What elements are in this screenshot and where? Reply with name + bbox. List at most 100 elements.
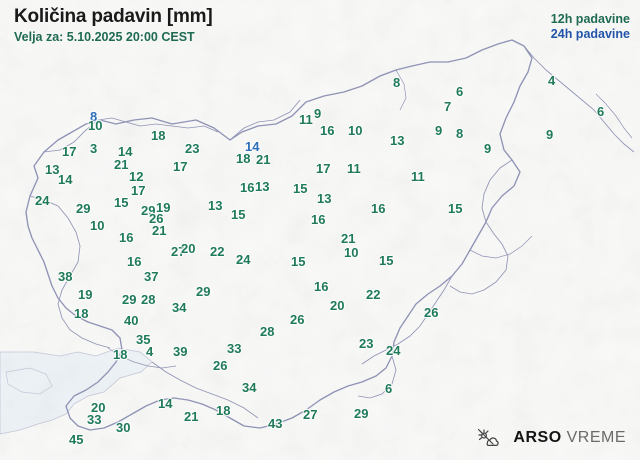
station-value: 15 bbox=[379, 253, 394, 268]
header: Količina padavin [mm] Velja za: 5.10.202… bbox=[14, 6, 213, 45]
station-value: 16 bbox=[314, 279, 329, 294]
station-value: 35 bbox=[136, 332, 151, 347]
station-value: 17 bbox=[173, 159, 188, 174]
station-value: 13 bbox=[317, 191, 332, 206]
page-title: Količina padavin [mm] bbox=[14, 6, 213, 27]
station-value: 20 bbox=[181, 241, 196, 256]
station-value: 38 bbox=[58, 269, 73, 284]
station-value: 16 bbox=[127, 254, 142, 269]
station-value: 33 bbox=[87, 412, 102, 427]
station-value: 11 bbox=[411, 169, 425, 184]
station-value: 11 bbox=[347, 161, 361, 176]
station-value: 8 bbox=[456, 126, 464, 141]
station-value: 18 bbox=[236, 151, 251, 166]
station-value: 15 bbox=[293, 181, 308, 196]
legend: 12h padavine 24h padavine bbox=[551, 12, 630, 42]
station-value: 34 bbox=[172, 300, 187, 315]
station-value: 30 bbox=[116, 420, 131, 435]
station-value: 19 bbox=[156, 200, 171, 215]
station-value: 18 bbox=[113, 347, 128, 362]
station-value: 13 bbox=[390, 133, 405, 148]
station-value: 9 bbox=[314, 106, 322, 121]
arso-brand-bold: ARSO bbox=[513, 429, 562, 446]
region-boundary-tiny-ne bbox=[595, 93, 633, 139]
station-value: 26 bbox=[424, 305, 439, 320]
station-value: 23 bbox=[185, 141, 200, 156]
station-value: 27 bbox=[171, 244, 186, 259]
station-value: 6 bbox=[385, 381, 393, 396]
station-value: 18 bbox=[216, 403, 231, 418]
station-value: 9 bbox=[435, 123, 443, 138]
station-value: 24 bbox=[35, 193, 50, 208]
station-value: 29 bbox=[196, 284, 211, 299]
region-boundary-west bbox=[29, 195, 111, 349]
station-value: 16 bbox=[371, 201, 386, 216]
station-value: 27 bbox=[303, 407, 318, 422]
station-value: 18 bbox=[151, 128, 166, 143]
station-value: 21 bbox=[256, 152, 271, 167]
station-value: 10 bbox=[344, 245, 359, 260]
station-value: 13 bbox=[255, 179, 270, 194]
station-value: 9 bbox=[546, 127, 554, 142]
station-value: 26 bbox=[213, 358, 228, 373]
station-value: 17 bbox=[131, 183, 146, 198]
arso-brand: ARSO VREME bbox=[513, 429, 626, 447]
valid-for-text: Velja za: 5.10.2025 20:00 CEST bbox=[14, 30, 195, 44]
station-value: 21 bbox=[184, 409, 199, 424]
station-value: 4 bbox=[146, 344, 154, 359]
station-value: 19 bbox=[78, 287, 93, 302]
arso-brand-light: VREME bbox=[561, 429, 626, 446]
station-value: 22 bbox=[366, 287, 381, 302]
legend-item-24h: 24h padavine bbox=[550, 27, 630, 41]
arso-logo: ARSO VREME bbox=[477, 428, 626, 448]
station-value: 8 bbox=[90, 109, 98, 124]
station-value: 10 bbox=[348, 123, 363, 138]
station-value: 37 bbox=[144, 269, 159, 284]
sun-cloud-icon bbox=[478, 428, 500, 446]
station-value: 15 bbox=[448, 201, 463, 216]
station-value: 13 bbox=[208, 198, 223, 213]
station-value: 28 bbox=[260, 324, 275, 339]
station-value: 43 bbox=[268, 416, 283, 431]
station-value: 16 bbox=[119, 230, 134, 245]
region-boundary-nw bbox=[43, 117, 219, 153]
station-value: 40 bbox=[124, 313, 139, 328]
station-value: 24 bbox=[236, 252, 251, 267]
legend-item-12h: 12h padavine bbox=[550, 12, 630, 26]
region-boundary-se bbox=[361, 275, 453, 365]
slovenia-border bbox=[25, 39, 533, 431]
station-value: 3 bbox=[90, 141, 98, 156]
station-value: 9 bbox=[484, 141, 492, 156]
region-boundary-inner-mid bbox=[107, 347, 177, 369]
station-value: 15 bbox=[114, 195, 129, 210]
region-boundary-pannonian bbox=[469, 235, 533, 259]
station-value: 15 bbox=[231, 207, 246, 222]
station-value: 16 bbox=[240, 180, 255, 195]
region-boundary-inner-upper bbox=[395, 69, 407, 111]
region-boundary-ne bbox=[523, 45, 635, 153]
station-value: 16 bbox=[320, 123, 335, 138]
station-value: 15 bbox=[291, 254, 306, 269]
station-value: 24 bbox=[386, 343, 401, 358]
region-boundary-croatia-inlet bbox=[357, 355, 397, 399]
station-value: 13 bbox=[45, 162, 60, 177]
region-boundary-south-coast bbox=[151, 361, 259, 419]
station-value: 21 bbox=[114, 157, 129, 172]
station-value: 23 bbox=[359, 336, 374, 351]
station-value: 29 bbox=[354, 406, 369, 421]
station-value: 45 bbox=[69, 432, 84, 447]
station-value: 29 bbox=[141, 203, 156, 218]
station-value: 14 bbox=[158, 396, 173, 411]
station-value: 11 bbox=[299, 112, 313, 127]
station-value: 28 bbox=[141, 292, 156, 307]
station-value: 10 bbox=[90, 218, 105, 233]
station-value: 14 bbox=[58, 172, 73, 187]
station-value: 16 bbox=[311, 212, 326, 227]
station-value: 33 bbox=[227, 341, 242, 356]
station-value: 12 bbox=[129, 169, 144, 184]
region-boundary-north bbox=[229, 99, 301, 141]
station-value: 20 bbox=[91, 400, 106, 415]
station-value: 6 bbox=[597, 104, 605, 119]
